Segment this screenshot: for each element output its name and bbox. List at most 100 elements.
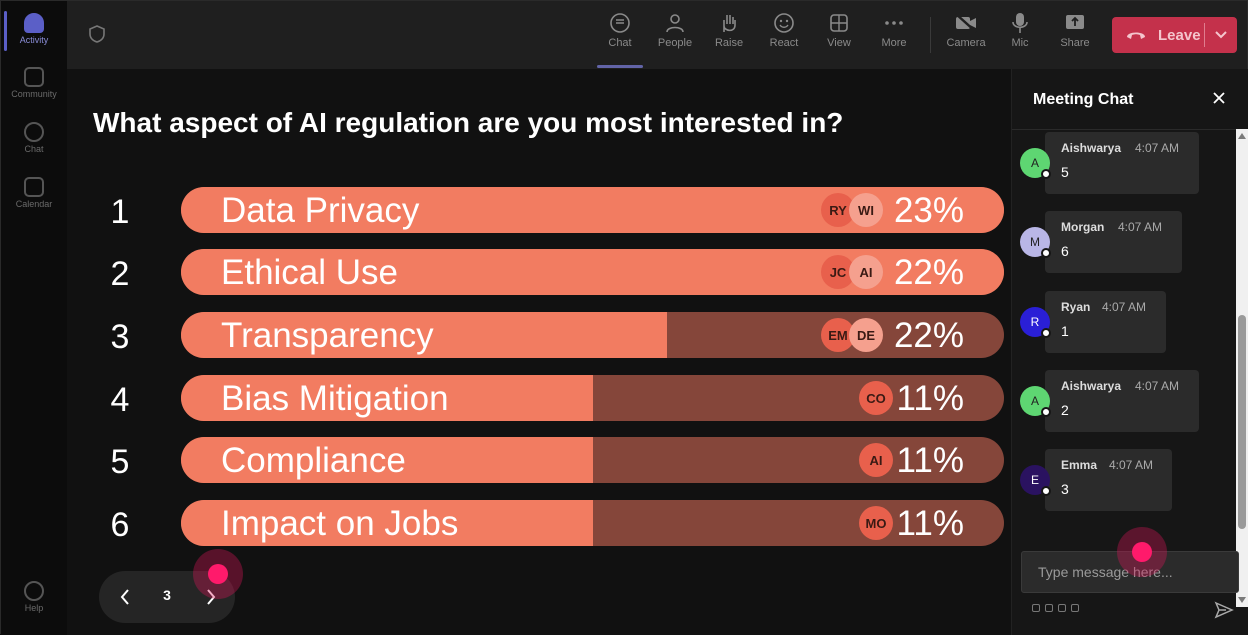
message-time: 4:07 AM bbox=[1109, 458, 1154, 472]
option-percent: 22% bbox=[893, 316, 964, 355]
chat-scrollbar[interactable] bbox=[1236, 129, 1248, 607]
people-button[interactable]: People bbox=[648, 9, 702, 49]
option-percent: 11% bbox=[896, 379, 964, 418]
sender-name: Aishwarya bbox=[1061, 141, 1122, 155]
rail-item-label: Community bbox=[11, 89, 57, 99]
voter-avatar: JC bbox=[821, 255, 855, 289]
chevron-left-icon[interactable] bbox=[117, 587, 135, 607]
shield-icon[interactable] bbox=[89, 25, 105, 43]
chat-message-input[interactable] bbox=[1021, 551, 1239, 593]
presence-dot bbox=[1041, 407, 1051, 417]
sender-name: Aishwarya bbox=[1061, 379, 1122, 393]
close-icon[interactable] bbox=[1212, 91, 1226, 105]
leave-button[interactable]: Leave bbox=[1112, 17, 1237, 53]
poll-option: 2 Ethical Use JC AI 22% bbox=[67, 249, 1011, 297]
message-bubble: Ryan 4:07 AM 1 bbox=[1045, 291, 1166, 353]
rail-item-help[interactable]: Help bbox=[1, 581, 67, 613]
message-bubble: Aishwarya 4:07 AM 5 bbox=[1045, 132, 1199, 194]
chat-button[interactable]: Chat bbox=[593, 9, 647, 68]
poll-question: What aspect of AI regulation are you mos… bbox=[93, 107, 844, 138]
rail-item-label: Activity bbox=[19, 35, 49, 45]
chat-message: Aishwarya 4:07 AM 5 A bbox=[1012, 132, 1236, 196]
mic-button[interactable]: Mic bbox=[993, 9, 1047, 49]
option-label: Compliance bbox=[221, 441, 406, 480]
emoji-icon bbox=[774, 13, 794, 33]
voter-avatar: MO bbox=[859, 506, 893, 540]
toolbar-divider bbox=[930, 17, 931, 53]
raise-hand-label: Raise bbox=[714, 37, 744, 49]
raise-hand-button[interactable]: Raise bbox=[702, 9, 756, 49]
voter-avatar: AI bbox=[849, 255, 883, 289]
poll-option: 4 Bias Mitigation CO 11% bbox=[67, 375, 1011, 423]
chat-message: Morgan 4:07 AM 6 M bbox=[1012, 211, 1236, 275]
option-bar: Ethical Use JC AI 22% bbox=[181, 249, 1004, 295]
share-icon bbox=[1066, 15, 1084, 29]
avatar[interactable]: M bbox=[1020, 227, 1051, 258]
presence-dot bbox=[1041, 248, 1051, 258]
avatar-initial: A bbox=[1030, 156, 1039, 170]
rail-item-calendar[interactable]: Calendar bbox=[1, 177, 67, 209]
poll-option: 1 Data Privacy RY WI 23% bbox=[67, 187, 1011, 235]
leave-label: Leave bbox=[1158, 26, 1201, 44]
option-label: Impact on Jobs bbox=[221, 504, 459, 543]
view-button-label: View bbox=[827, 37, 851, 49]
voter-avatar: WI bbox=[849, 193, 883, 227]
avatar-initial: A bbox=[1030, 394, 1039, 408]
option-bar: Compliance AI 11% bbox=[181, 437, 1004, 483]
hang-up-icon bbox=[1127, 32, 1145, 39]
rail-item-community[interactable]: Community bbox=[1, 67, 67, 99]
scroll-up-arrow[interactable] bbox=[1238, 133, 1246, 139]
rail-item-label: Calendar bbox=[15, 199, 53, 209]
avatar[interactable]: E bbox=[1020, 465, 1051, 496]
message-time: 4:07 AM bbox=[1135, 141, 1180, 155]
sender-name: Ryan bbox=[1061, 300, 1091, 314]
mic-button-label: Mic bbox=[1011, 37, 1029, 49]
emoji-icon[interactable] bbox=[1058, 604, 1066, 612]
people-icon bbox=[666, 14, 684, 33]
avatar-initial: R bbox=[1030, 315, 1040, 329]
message-format-tools bbox=[1032, 604, 1079, 612]
presence-dot bbox=[1041, 486, 1051, 496]
camera-button-label: Camera bbox=[946, 37, 986, 49]
view-button[interactable]: View bbox=[812, 9, 866, 49]
option-label: Transparency bbox=[221, 316, 434, 355]
option-rank: 1 bbox=[110, 193, 130, 231]
gif-icon[interactable] bbox=[1071, 604, 1079, 612]
sender-name: Emma bbox=[1061, 458, 1098, 472]
scroll-down-arrow[interactable] bbox=[1238, 597, 1246, 603]
rail-item-label: Help bbox=[24, 603, 44, 613]
option-bar-fill bbox=[181, 312, 667, 358]
format-icon[interactable] bbox=[1032, 604, 1040, 612]
more-button[interactable]: More bbox=[867, 9, 921, 49]
react-button[interactable]: React bbox=[757, 9, 811, 49]
scroll-thumb[interactable] bbox=[1238, 315, 1246, 529]
chevron-down-icon[interactable] bbox=[1213, 24, 1229, 46]
send-icon[interactable] bbox=[1214, 601, 1234, 619]
rail-item-chat[interactable]: Chat bbox=[1, 122, 67, 154]
option-bar: Impact on Jobs MO 11% bbox=[181, 500, 1004, 546]
calendar-icon bbox=[24, 177, 44, 197]
camera-button[interactable]: Camera bbox=[939, 9, 993, 49]
chevron-right-icon[interactable] bbox=[201, 587, 219, 607]
message-time: 4:07 AM bbox=[1118, 220, 1163, 234]
meeting-chat-panel: Meeting Chat Aishwarya 4:07 AM 5 A Morga… bbox=[1011, 69, 1248, 635]
app-rail: Activity Community Chat Calendar Help bbox=[1, 1, 68, 635]
avatar[interactable]: A bbox=[1020, 148, 1051, 179]
option-percent: 11% bbox=[896, 441, 964, 480]
option-rank: 2 bbox=[110, 255, 130, 293]
avatar[interactable]: A bbox=[1020, 386, 1051, 417]
option-bar-fill bbox=[181, 375, 593, 421]
sender-name: Morgan bbox=[1061, 220, 1105, 234]
voter-avatar: CO bbox=[859, 381, 893, 415]
presence-dot bbox=[1041, 169, 1051, 179]
attach-icon[interactable] bbox=[1045, 604, 1053, 612]
poll-option: 5 Compliance AI 11% bbox=[67, 437, 1011, 485]
option-rank: 4 bbox=[110, 381, 130, 419]
share-button[interactable]: Share bbox=[1048, 9, 1102, 49]
message-text: 3 bbox=[1061, 481, 1069, 497]
rail-item-activity[interactable]: Activity bbox=[1, 13, 67, 45]
cursor-highlight bbox=[193, 549, 243, 599]
option-bar-fill bbox=[181, 500, 593, 546]
avatar[interactable]: R bbox=[1020, 307, 1051, 338]
